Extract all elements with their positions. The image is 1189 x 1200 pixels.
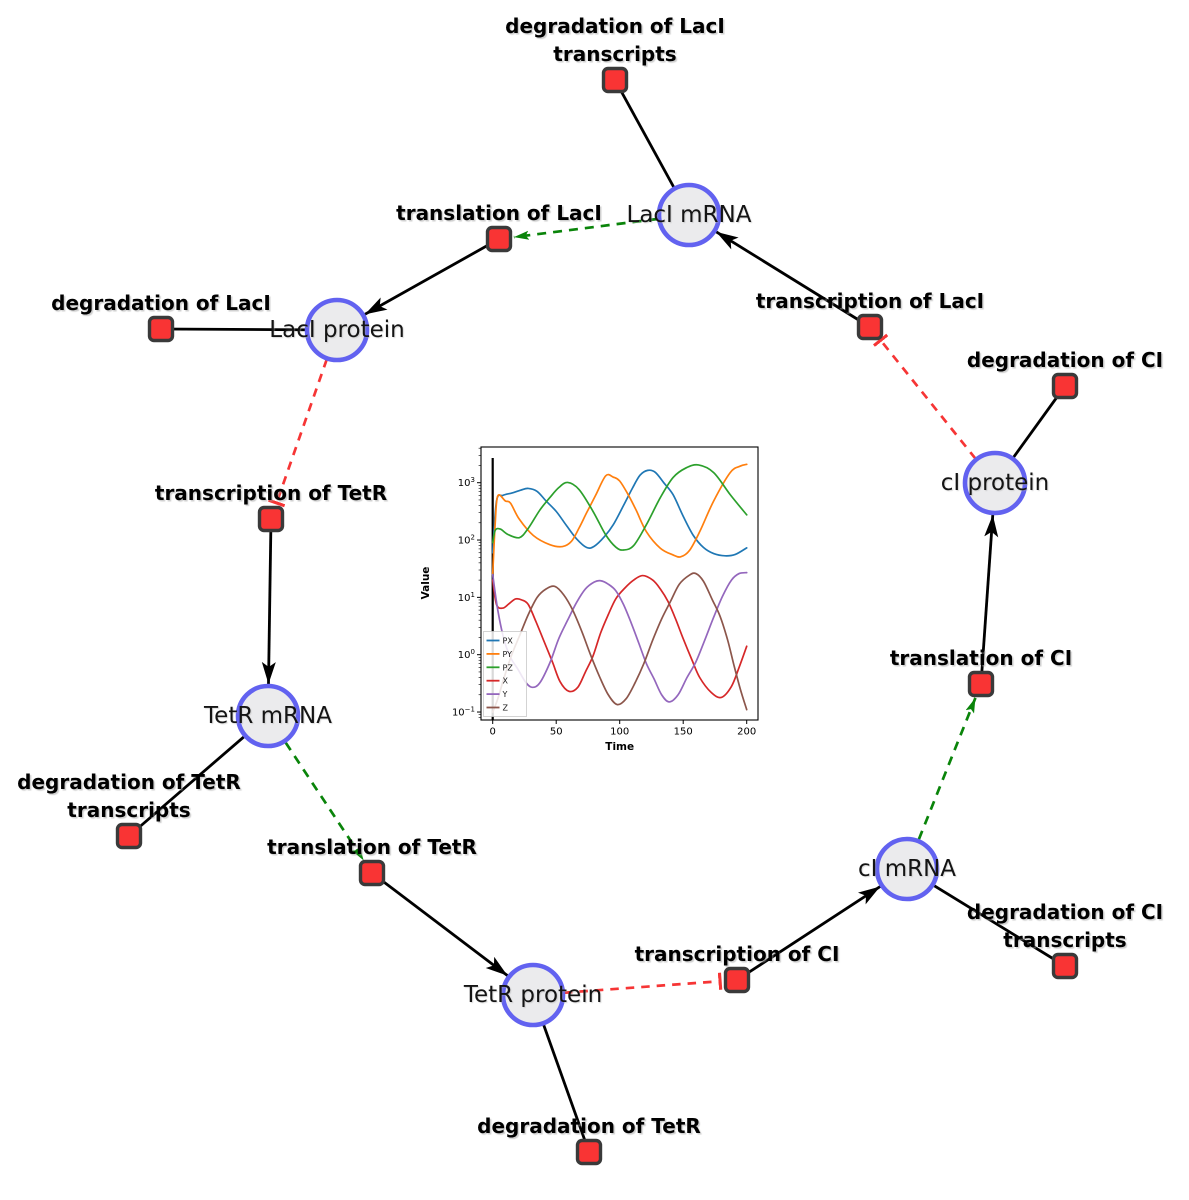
chart-x-axis-label: Time [605, 741, 634, 753]
chart-series-layer [491, 463, 748, 713]
reaction-node-degradation-of-laci-transcripts[interactable] [601, 66, 629, 94]
reaction-node-translation-of-laci[interactable] [485, 225, 513, 253]
legend-label-X: X [503, 677, 509, 686]
species-nodes-layer [235, 182, 1028, 1028]
edge-production-transcription-of-tetr-to-tetr-mrna [261, 518, 276, 685]
y-tick-label: 103 [458, 476, 475, 489]
reaction-node-degradation-of-tetr-transcripts[interactable] [115, 822, 143, 850]
chart-series-PZ [491, 463, 748, 551]
edge-activation-tetr-mrna-to-translation-of-tetr [266, 715, 365, 862]
chart-series-X [491, 574, 748, 699]
species-node-ci-mrna[interactable] [874, 836, 940, 902]
legend-box [483, 631, 527, 717]
chart-series-PY [491, 463, 748, 576]
x-tick-label: 150 [674, 727, 693, 738]
reaction-node-degradation-of-ci[interactable] [1051, 372, 1079, 400]
edge-production-translation-of-ci-to-ci-protein [979, 514, 999, 685]
reaction-node-translation-of-ci[interactable] [967, 670, 995, 698]
chart-series-Y [491, 571, 748, 703]
reaction-node-degradation-of-ci-transcripts[interactable] [1051, 952, 1079, 980]
reaction-nodes-layer [115, 66, 1079, 1166]
legend-label-PX: PX [503, 637, 514, 646]
x-tick-label: 100 [610, 727, 629, 738]
edge-production-translation-of-laci-to-laci-protein [364, 237, 500, 316]
legend-label-Y: Y [502, 690, 508, 699]
y-tick-label: 10−1 [452, 706, 475, 719]
species-node-ci-protein[interactable] [962, 450, 1028, 516]
reaction-node-translation-of-tetr[interactable] [358, 859, 386, 887]
y-tick-label: 100 [458, 648, 475, 661]
species-node-tetr-mrna[interactable] [235, 683, 301, 749]
chart-series-Z [491, 572, 748, 713]
x-tick-label: 0 [490, 727, 496, 738]
species-node-tetr-protein[interactable] [500, 962, 566, 1028]
x-tick-label: 50 [550, 727, 563, 738]
chart-axes-frame [480, 446, 759, 721]
reaction-node-transcription-of-laci[interactable] [856, 313, 884, 341]
edge-production-translation-of-tetr-to-tetr-protein [371, 871, 509, 977]
legend-label-Z: Z [503, 704, 509, 713]
reaction-node-transcription-of-tetr[interactable] [257, 505, 285, 533]
chart-y-axis-label: Value [420, 567, 432, 600]
x-tick-label: 200 [737, 727, 756, 738]
reaction-node-transcription-of-ci[interactable] [723, 966, 751, 994]
y-tick-label: 102 [458, 534, 475, 547]
reaction-node-degradation-of-tetr[interactable] [575, 1138, 603, 1166]
chart-legend: PX PY PZ XYZ [483, 631, 527, 717]
reaction-node-degradation-of-laci[interactable] [147, 315, 175, 343]
legend-label-PZ: PZ [503, 663, 514, 672]
edge-production-transcription-of-laci-to-laci-mrna [715, 230, 871, 329]
edge-production-transcription-of-ci-to-ci-mrna [736, 885, 881, 982]
y-tick-label: 101 [458, 591, 475, 604]
species-node-laci-mrna[interactable] [656, 182, 722, 248]
legend-label-PY: PY [503, 650, 513, 659]
species-node-laci-protein[interactable] [304, 297, 370, 363]
edge-activation-laci-mrna-to-translation-of-laci [513, 213, 690, 240]
